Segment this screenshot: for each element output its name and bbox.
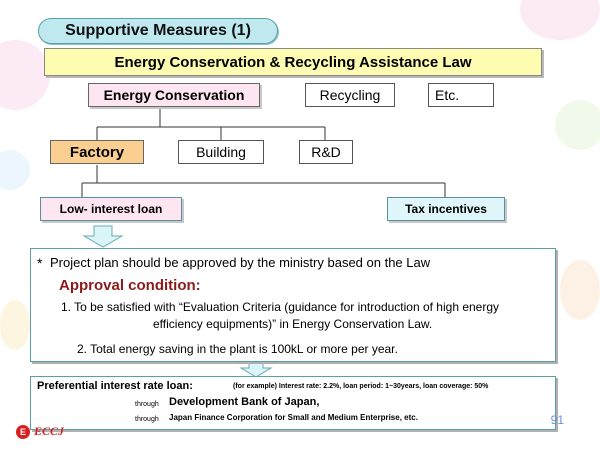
eccj-logo-text: ECCJ bbox=[34, 424, 65, 438]
etc-box: Etc. bbox=[428, 83, 494, 107]
condition-item-1-line-2: efficiency equipments)” in Energy Conser… bbox=[153, 317, 433, 331]
preferential-example: (for example) Interest rate: 2.2%, loan … bbox=[233, 383, 489, 390]
decorative-bubble bbox=[560, 260, 600, 320]
recycling-box: Recycling bbox=[305, 83, 395, 107]
down-arrow-icon bbox=[82, 225, 124, 248]
through-word-1: through bbox=[135, 401, 159, 408]
condition-item-1-line-1: 1. To be satisfied with “Evaluation Crit… bbox=[61, 300, 500, 314]
low-interest-loan-box: Low- interest loan bbox=[40, 197, 182, 221]
eccj-logo-mark: E bbox=[16, 424, 30, 439]
development-bank-of-japan: Development Bank of Japan, bbox=[169, 396, 320, 408]
factory-box: Factory bbox=[50, 140, 144, 164]
page-title: Supportive Measures (1) bbox=[38, 18, 278, 44]
preferential-heading: Preferential interest rate loan: bbox=[37, 380, 193, 392]
japan-finance-corporation: Japan Finance Corporation for Small and … bbox=[169, 413, 418, 422]
tax-incentives-box: Tax incentives bbox=[387, 197, 505, 221]
through-word-2: through bbox=[135, 416, 159, 423]
note-bullet: * bbox=[37, 255, 43, 271]
page-number: 91 bbox=[550, 413, 564, 427]
project-plan-note: Project plan should be approved by the m… bbox=[50, 255, 431, 270]
rd-box: R&D bbox=[299, 140, 353, 164]
law-title-box: Energy Conservation & Recycling Assistan… bbox=[44, 48, 542, 76]
energy-conservation-box: Energy Conservation bbox=[88, 83, 260, 107]
building-box: Building bbox=[178, 140, 264, 164]
decorative-bubble bbox=[0, 300, 30, 350]
approval-conditions-panel: * Project plan should be approved by the… bbox=[30, 248, 556, 362]
down-arrow-icon bbox=[239, 361, 273, 378]
approval-condition-heading: Approval condition: bbox=[59, 277, 201, 294]
preferential-loan-panel: Preferential interest rate loan: (for ex… bbox=[30, 376, 556, 430]
condition-item-2: 2. Total energy saving in the plant is 1… bbox=[77, 342, 398, 356]
decorative-bubble bbox=[555, 100, 600, 150]
eccj-logo: E ECCJ bbox=[16, 424, 64, 439]
